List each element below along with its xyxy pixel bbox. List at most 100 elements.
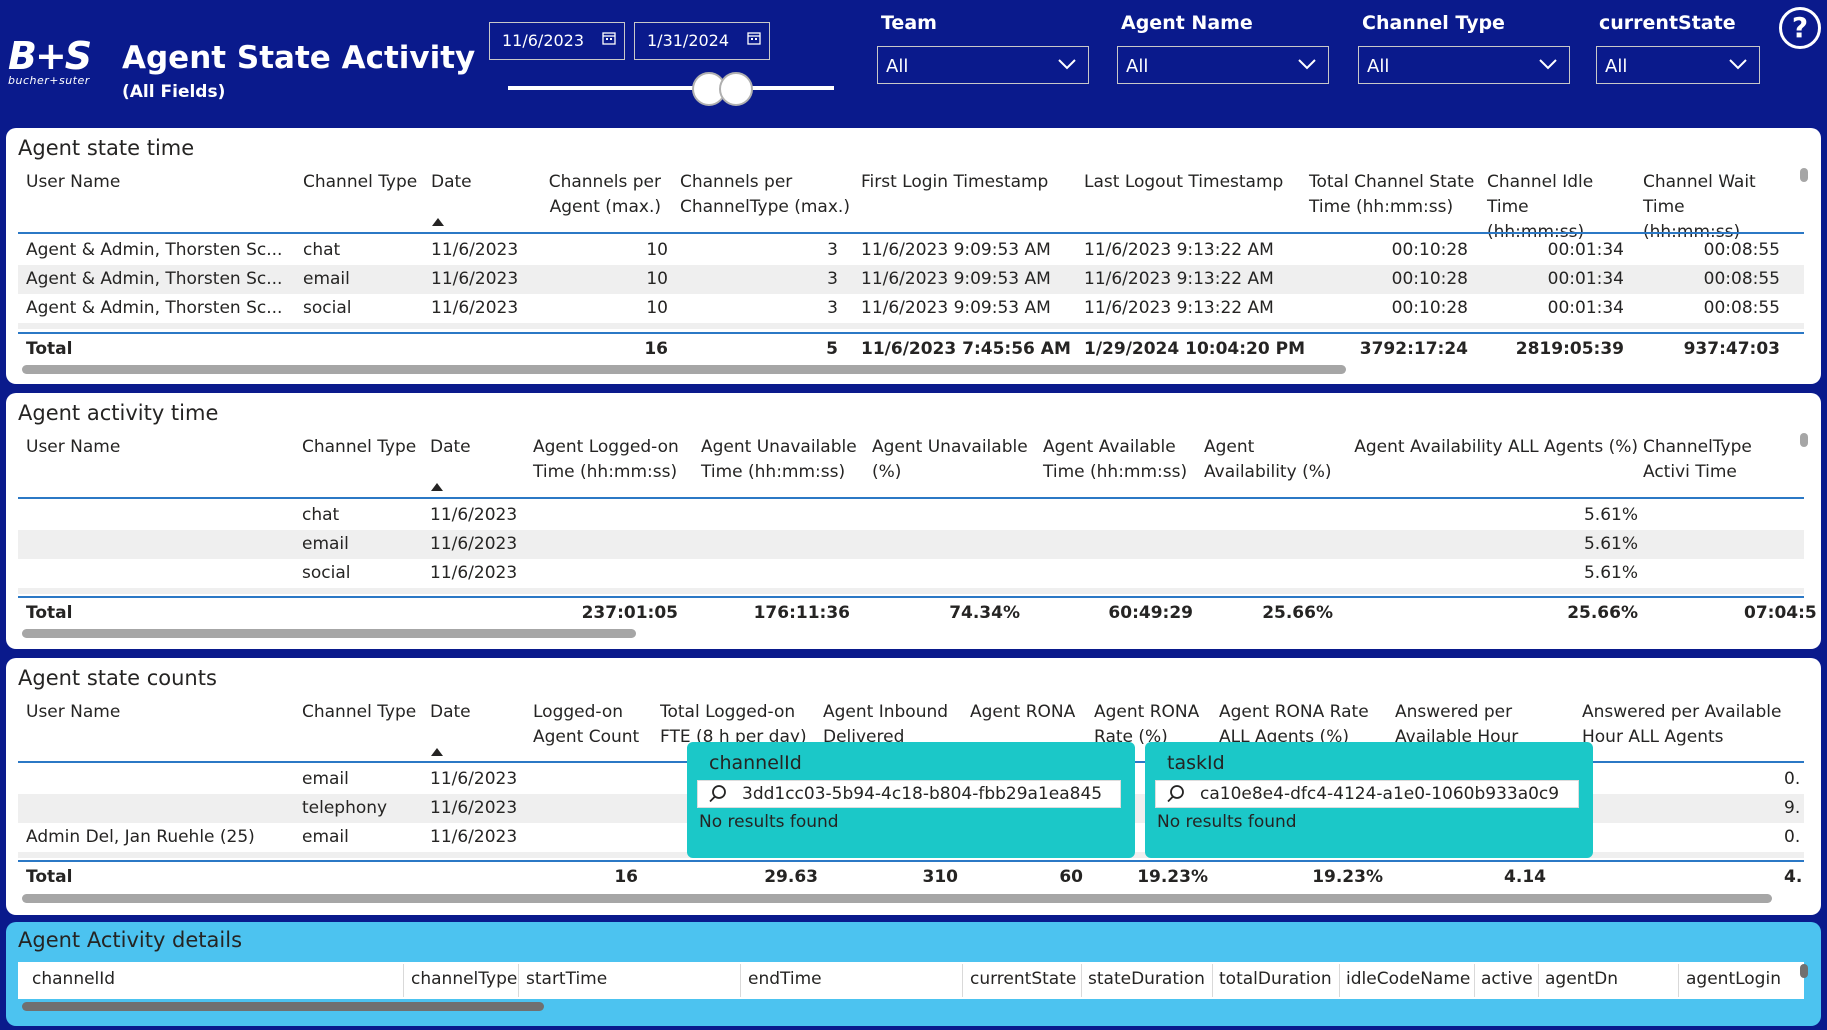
cell-channel-type: email bbox=[303, 269, 350, 289]
panel-title: Agent state time bbox=[18, 136, 195, 160]
column-header-first-login[interactable]: First Login Timestamp bbox=[861, 172, 1049, 192]
horizontal-scrollbar[interactable] bbox=[22, 1002, 544, 1011]
column-divider bbox=[1081, 964, 1082, 997]
cell-channel-type: chat bbox=[303, 240, 341, 260]
cell-date: 11/6/2023 bbox=[431, 269, 519, 289]
agent-name-filter-value: All bbox=[1126, 56, 1149, 77]
date-range-slider-end-handle[interactable] bbox=[719, 72, 753, 106]
horizontal-scrollbar[interactable] bbox=[22, 629, 636, 638]
column-header-agent-available-time[interactable]: Agent Available Time (hh:mm:ss) bbox=[1043, 437, 1188, 482]
column-header-agentlogin[interactable]: agentLogin bbox=[1686, 969, 1781, 989]
column-header-date[interactable]: Date bbox=[430, 437, 471, 457]
date-range-slider-track[interactable] bbox=[508, 86, 834, 90]
horizontal-scrollbar[interactable] bbox=[22, 365, 1346, 374]
column-header-channeltype[interactable]: channelType bbox=[411, 969, 518, 989]
channelid-search-popup: channelId 3dd1cc03-5b94-4c18-b804-fbb29a… bbox=[687, 742, 1135, 858]
column-header-date[interactable]: Date bbox=[430, 702, 471, 722]
sort-ascending-icon[interactable] bbox=[431, 748, 443, 756]
calendar-icon[interactable] bbox=[602, 31, 616, 49]
column-header-totalduration[interactable]: totalDuration bbox=[1219, 969, 1332, 989]
column-header-channelid[interactable]: channelId bbox=[32, 969, 116, 989]
column-header-agent-availability-pct[interactable]: Agent Availability (%) bbox=[1204, 437, 1332, 482]
table-row[interactable]: Agent & Admin, Thorsten Sc... social 11/… bbox=[18, 294, 1804, 323]
agent-state-time-panel: Agent state time User Name Channel Type … bbox=[6, 128, 1821, 384]
agent-name-filter-dropdown[interactable]: All bbox=[1117, 46, 1329, 84]
taskid-search-input[interactable]: ca10e8e4-dfc4-4124-a1e0-1060b933a0c9 bbox=[1155, 780, 1579, 808]
total-agent-availability-pct: 25.66% bbox=[1262, 603, 1333, 623]
header-divider bbox=[18, 232, 1804, 234]
horizontal-scrollbar[interactable] bbox=[22, 894, 1772, 903]
panel-title: Agent Activity details bbox=[18, 928, 243, 952]
column-header-answered-per-available-hour-all[interactable]: Answered per Available Hour ALL Agents bbox=[1582, 702, 1782, 747]
column-header-logged-on-agent-count[interactable]: Logged-on Agent Count bbox=[533, 702, 640, 747]
column-divider bbox=[1474, 964, 1475, 997]
total-divider bbox=[18, 596, 1804, 598]
cell-user-name: Agent & Admin, Thorsten Sc... bbox=[26, 269, 283, 289]
table-row[interactable]: email 11/6/2023 5.61% bbox=[18, 530, 1804, 559]
channelid-search-input[interactable]: 3dd1cc03-5b94-4c18-b804-fbb29a1ea845 bbox=[697, 780, 1121, 808]
column-header-active[interactable]: active bbox=[1481, 969, 1533, 989]
table-row[interactable]: chat 11/6/2023 5.61% bbox=[18, 501, 1804, 530]
table-row[interactable]: email 11/6/2023 0. bbox=[18, 765, 1804, 794]
column-header-channel-type[interactable]: Channel Type bbox=[303, 172, 418, 192]
column-header-agent-availability-all-agents[interactable]: Agent Availability ALL Agents (%) bbox=[1354, 437, 1638, 457]
column-header-agent-unavailable-pct[interactable]: Agent Unavailable (%) bbox=[872, 437, 1028, 482]
cell-date: 11/6/2023 bbox=[430, 798, 518, 818]
column-header-currentstate[interactable]: currentState bbox=[970, 969, 1077, 989]
total-channel-wait-time: 937:47:03 bbox=[1683, 339, 1780, 359]
column-header-channels-per-agent[interactable]: Channels per Agent (max.) bbox=[548, 172, 661, 217]
cell-channel-type: email bbox=[302, 534, 349, 554]
sort-ascending-icon[interactable] bbox=[431, 483, 443, 491]
column-header-idlecodename[interactable]: idleCodeName bbox=[1346, 969, 1471, 989]
table-row[interactable]: Admin Del, Jan Ruehle (25) email 11/6/20… bbox=[18, 823, 1804, 852]
column-header-channel-type[interactable]: Channel Type bbox=[302, 437, 417, 457]
column-header-channeltype-activity-time[interactable]: ChannelType Activi Time (hh:mm:ss) bbox=[1643, 437, 1752, 482]
column-divider bbox=[403, 964, 404, 997]
column-header-stateduration[interactable]: stateDuration bbox=[1088, 969, 1205, 989]
cell-total-channel-state-time: 00:10:28 bbox=[1391, 240, 1468, 260]
column-header-agent-unavailable-time[interactable]: Agent Unavailable Time (hh:mm:ss) bbox=[701, 437, 857, 482]
team-filter-dropdown[interactable]: All bbox=[877, 46, 1089, 84]
total-agent-availability-all-agents: 25.66% bbox=[1567, 603, 1638, 623]
help-icon[interactable]: ? bbox=[1779, 7, 1821, 49]
start-date-input[interactable]: 11/6/2023 bbox=[489, 22, 625, 60]
column-header-channel-type[interactable]: Channel Type bbox=[302, 702, 417, 722]
total-logged-on-fte: 29.63 bbox=[764, 867, 818, 887]
column-header-user-name[interactable]: User Name bbox=[26, 172, 121, 192]
column-header-agent-logged-on-time[interactable]: Agent Logged-on Time (hh:mm:ss) bbox=[533, 437, 679, 482]
column-header-starttime[interactable]: startTime bbox=[526, 969, 608, 989]
column-header-user-name[interactable]: User Name bbox=[26, 702, 121, 722]
vertical-scrollbar[interactable] bbox=[1800, 168, 1808, 182]
end-date-input[interactable]: 1/31/2024 bbox=[634, 22, 770, 60]
total-channeltype-activity-time: 07:04:5 bbox=[1744, 603, 1817, 623]
team-filter-label: Team bbox=[881, 12, 937, 34]
table-row[interactable]: Agent & Admin, Thorsten Sc... email 11/6… bbox=[18, 265, 1804, 294]
report-header: B+S bucher+suter Agent State Activity (A… bbox=[0, 0, 1827, 124]
column-header-total-channel-state-time[interactable]: Total Channel State Time (hh:mm:ss) bbox=[1309, 172, 1475, 217]
sort-ascending-icon[interactable] bbox=[432, 218, 444, 226]
table-row[interactable]: social 11/6/2023 5.61% bbox=[18, 559, 1804, 588]
column-header-channels-per-channeltype[interactable]: Channels per ChannelType (max.) bbox=[680, 172, 850, 217]
channel-type-filter-dropdown[interactable]: All bbox=[1358, 46, 1570, 84]
total-channel-state-time: 3792:17:24 bbox=[1359, 339, 1468, 359]
total-agent-rona-rate-all: 19.23% bbox=[1312, 867, 1383, 887]
taskid-search-popup: taskId ca10e8e4-dfc4-4124-a1e0-1060b933a… bbox=[1145, 742, 1593, 858]
current-state-filter-dropdown[interactable]: All bbox=[1596, 46, 1760, 84]
total-answered-per-available-hour-all: 4. bbox=[1784, 867, 1803, 887]
vertical-scrollbar[interactable] bbox=[1800, 433, 1808, 447]
column-header-last-logout[interactable]: Last Logout Timestamp bbox=[1084, 172, 1284, 192]
cell-answered-per-available-hour-all: 0. bbox=[1784, 827, 1801, 847]
total-agent-rona-rate: 19.23% bbox=[1137, 867, 1208, 887]
vertical-scrollbar[interactable] bbox=[1800, 964, 1808, 978]
total-agent-rona: 60 bbox=[1059, 867, 1083, 887]
cell-channel-type: social bbox=[303, 298, 352, 318]
column-header-endtime[interactable]: endTime bbox=[748, 969, 822, 989]
column-header-date[interactable]: Date bbox=[431, 172, 472, 192]
calendar-icon[interactable] bbox=[747, 31, 761, 49]
column-header-agent-rona[interactable]: Agent RONA bbox=[970, 702, 1076, 722]
column-header-agentdn[interactable]: agentDn bbox=[1545, 969, 1618, 989]
table-row[interactable]: Agent & Admin, Thorsten Sc... chat 11/6/… bbox=[18, 236, 1804, 265]
cell-channel-wait-time: 00:08:55 bbox=[1703, 298, 1780, 318]
column-header-user-name[interactable]: User Name bbox=[26, 437, 121, 457]
total-row: Total 237:01:05 176:11:36 74.34% 60:49:2… bbox=[18, 599, 1817, 628]
